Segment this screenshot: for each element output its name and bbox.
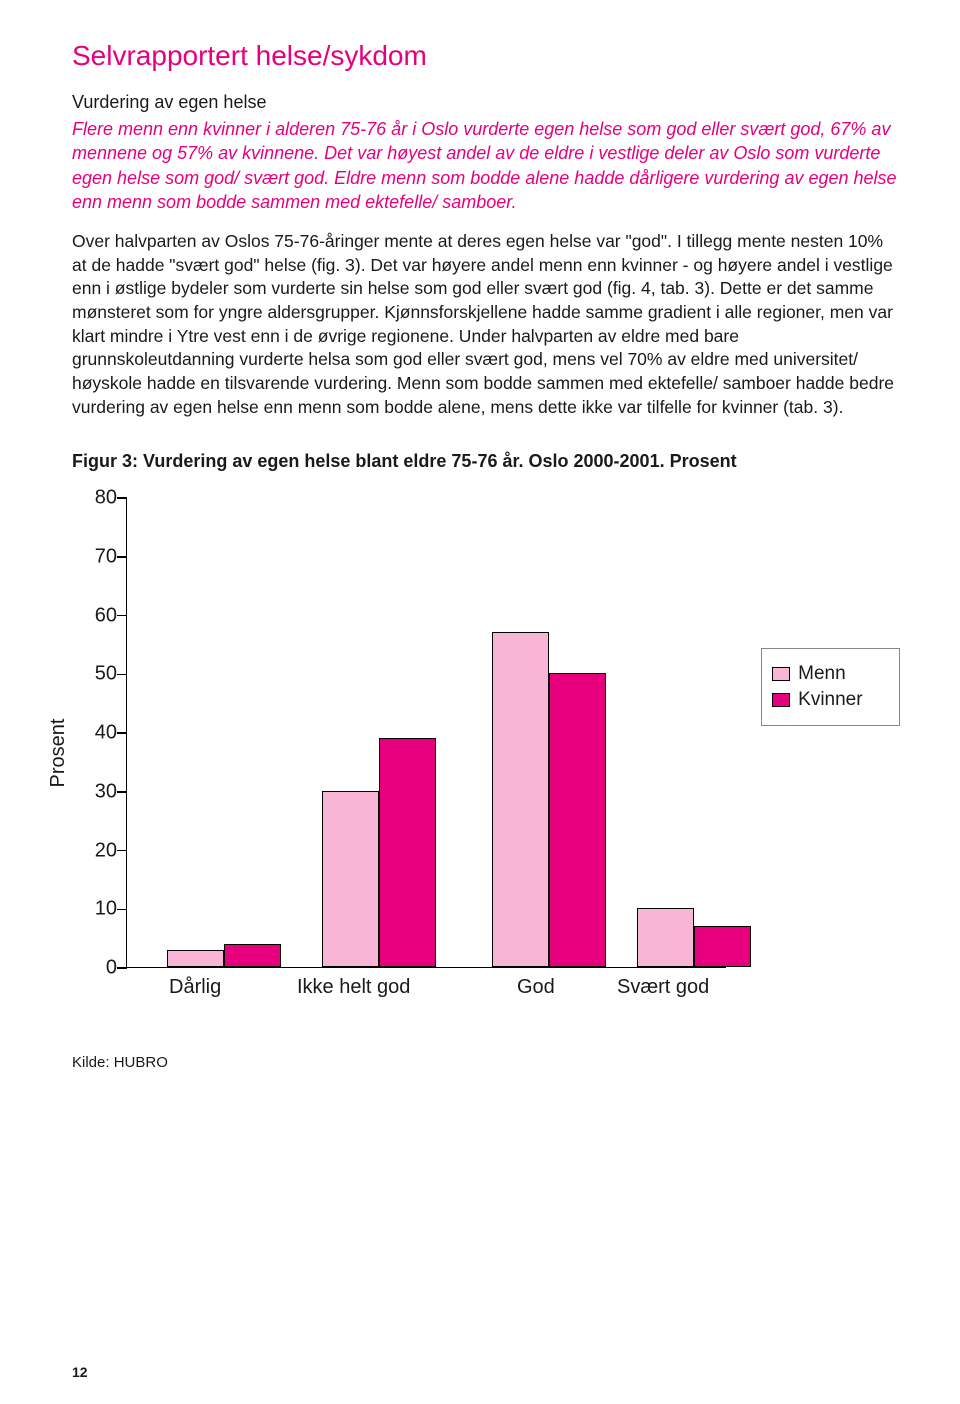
y-tick — [117, 967, 127, 969]
legend-swatch — [772, 693, 790, 707]
legend-row: Kvinner — [772, 689, 885, 711]
legend-swatch — [772, 667, 790, 681]
section-title: Selvrapportert helse/sykdom — [72, 40, 900, 72]
body-paragraph: Over halvparten av Oslos 75-76-åringer m… — [72, 230, 900, 419]
bar-group — [167, 944, 281, 968]
y-tick-label: 10 — [85, 898, 117, 921]
bar-kvinner — [694, 926, 751, 967]
y-tick — [117, 732, 127, 734]
y-tick-label: 30 — [85, 780, 117, 803]
bar-group — [322, 738, 436, 967]
y-tick — [117, 909, 127, 911]
subsection-title: Vurdering av egen helse — [72, 92, 900, 113]
y-tick — [117, 615, 127, 617]
y-tick — [117, 850, 127, 852]
y-tick-label: 0 — [85, 957, 117, 980]
x-axis-label: Svært god — [617, 976, 709, 999]
chart-container: Prosent 01020304050607080DårligIkke helt… — [72, 488, 900, 1018]
y-tick-label: 50 — [85, 663, 117, 686]
bar-menn — [492, 632, 549, 967]
page-number: 12 — [72, 1364, 88, 1380]
bar-menn — [167, 950, 224, 968]
bar-kvinner — [224, 944, 281, 968]
figure-title: Figur 3: Vurdering av egen helse blant e… — [72, 451, 900, 472]
y-axis-label: Prosent — [47, 719, 70, 788]
chart-source: Kilde: HUBRO — [72, 1054, 900, 1071]
x-axis-label: God — [517, 976, 555, 999]
bar-menn — [322, 791, 379, 967]
x-axis-label: Ikke helt god — [297, 976, 410, 999]
y-tick-label: 70 — [85, 545, 117, 568]
y-tick — [117, 674, 127, 676]
bar-group — [637, 908, 751, 967]
bar-kvinner — [549, 673, 606, 967]
y-tick-label: 60 — [85, 604, 117, 627]
y-tick — [117, 497, 127, 499]
y-tick — [117, 791, 127, 793]
intro-paragraph: Flere menn enn kvinner i alderen 75-76 å… — [72, 117, 900, 214]
bar-menn — [637, 908, 694, 967]
legend-row: Menn — [772, 663, 885, 685]
legend-label: Menn — [798, 663, 846, 685]
bar-group — [492, 632, 606, 967]
y-tick-label: 20 — [85, 839, 117, 862]
y-tick — [117, 556, 127, 558]
x-axis-label: Dårlig — [169, 976, 221, 999]
bar-kvinner — [379, 738, 436, 967]
y-tick-label: 80 — [85, 487, 117, 510]
plot-area: 01020304050607080DårligIkke helt godGodS… — [126, 498, 726, 968]
chart-legend: Menn Kvinner — [761, 648, 900, 726]
bar-chart: Prosent 01020304050607080DårligIkke helt… — [72, 488, 745, 1018]
legend-label: Kvinner — [798, 689, 862, 711]
y-tick-label: 40 — [85, 722, 117, 745]
